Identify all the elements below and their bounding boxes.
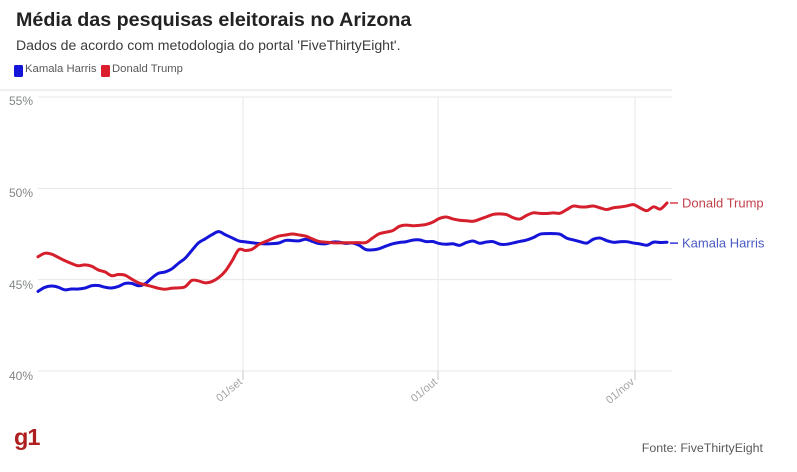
svg-text:01/nov: 01/nov	[604, 376, 637, 407]
svg-text:Kamala Harris: Kamala Harris	[682, 236, 765, 251]
svg-text:01/out: 01/out	[409, 376, 440, 405]
svg-text:Donald Trump: Donald Trump	[682, 196, 764, 211]
svg-text:40%: 40%	[9, 369, 33, 383]
svg-text:01/set: 01/set	[214, 376, 245, 404]
svg-text:45%: 45%	[9, 278, 33, 292]
svg-text:50%: 50%	[9, 186, 33, 200]
svg-text:55%: 55%	[9, 94, 33, 108]
